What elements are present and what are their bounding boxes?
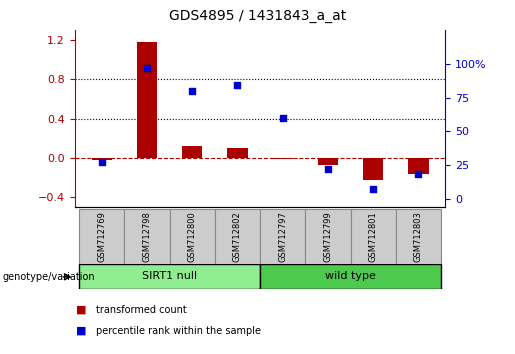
Point xyxy=(143,65,151,71)
Text: GSM712797: GSM712797 xyxy=(278,211,287,262)
Text: GSM712803: GSM712803 xyxy=(414,211,423,262)
Text: genotype/variation: genotype/variation xyxy=(3,272,95,282)
Point xyxy=(369,187,377,192)
Bar xyxy=(272,158,293,159)
Bar xyxy=(227,148,248,158)
Bar xyxy=(318,158,338,165)
Bar xyxy=(215,209,260,264)
Text: GSM712801: GSM712801 xyxy=(369,211,377,262)
Point xyxy=(279,115,287,121)
Text: GDS4895 / 1431843_a_at: GDS4895 / 1431843_a_at xyxy=(169,9,346,23)
Bar xyxy=(260,209,305,264)
Text: SIRT1 null: SIRT1 null xyxy=(142,272,197,281)
Bar xyxy=(351,209,396,264)
Text: GSM712800: GSM712800 xyxy=(188,211,197,262)
Point xyxy=(233,82,242,88)
Bar xyxy=(79,209,125,264)
Bar xyxy=(125,209,169,264)
Text: transformed count: transformed count xyxy=(96,305,186,315)
Text: GSM712802: GSM712802 xyxy=(233,211,242,262)
Point xyxy=(414,172,422,177)
Bar xyxy=(79,264,260,289)
Point xyxy=(188,88,196,93)
Bar xyxy=(363,158,383,179)
Bar xyxy=(396,209,441,264)
Text: GSM712769: GSM712769 xyxy=(97,211,106,262)
Bar xyxy=(182,146,202,158)
Text: percentile rank within the sample: percentile rank within the sample xyxy=(96,326,261,336)
Text: ■: ■ xyxy=(76,305,87,315)
Point xyxy=(98,159,106,165)
Bar xyxy=(260,264,441,289)
Text: GSM712799: GSM712799 xyxy=(323,211,332,262)
Text: wild type: wild type xyxy=(325,272,376,281)
Text: GSM712798: GSM712798 xyxy=(143,211,151,262)
Text: ■: ■ xyxy=(76,326,87,336)
Bar xyxy=(169,209,215,264)
Point xyxy=(324,166,332,172)
Bar xyxy=(408,158,428,174)
Bar xyxy=(92,158,112,160)
Bar xyxy=(137,42,157,158)
Bar xyxy=(305,209,351,264)
